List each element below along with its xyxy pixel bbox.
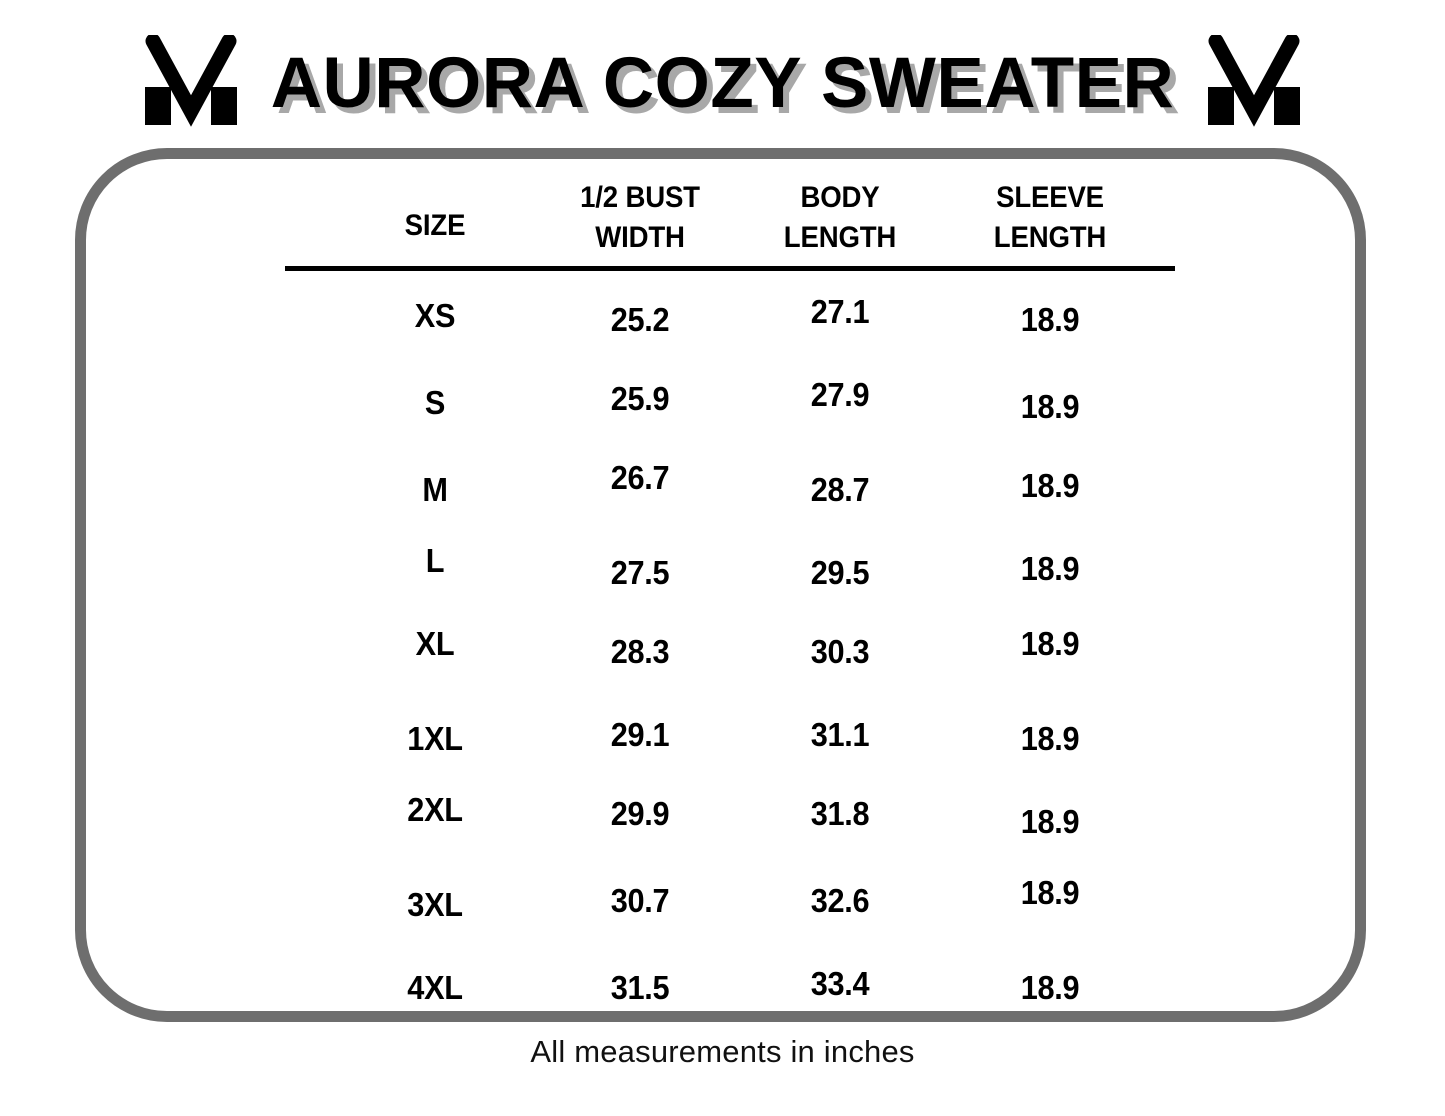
cell-bust: 31.5 — [610, 969, 670, 1006]
cell-body: 28.7 — [810, 471, 870, 508]
column-header-bust-width: 1/2 BUST WIDTH — [525, 178, 755, 258]
cell-bust: 29.9 — [610, 795, 670, 832]
cell-bust: 25.9 — [610, 380, 670, 417]
column-header-body-length-line1: BODY — [800, 181, 880, 214]
measurement-units-note: All measurements in inches — [530, 1034, 915, 1069]
cell-bust: 28.3 — [610, 633, 670, 670]
cell-size: 2XL — [407, 791, 463, 828]
cell-sleeve: 18.9 — [1020, 550, 1080, 587]
table-row: 3XL 30.7 32.6 18.9 — [285, 859, 1175, 942]
table-body: XS 25.2 27.1 18.9 S 25.9 27.9 18.9 M 26.… — [285, 278, 1175, 1025]
cell-bust: 26.7 — [610, 459, 670, 496]
cell-sleeve: 18.9 — [1020, 301, 1080, 338]
cell-body: 30.3 — [810, 633, 870, 670]
cell-sleeve: 18.9 — [1020, 969, 1080, 1006]
header-divider-rule — [285, 266, 1175, 271]
column-header-body-length: BODY LENGTH — [725, 178, 955, 258]
cell-size: M — [422, 471, 448, 508]
table-row: 1XL 29.1 31.1 18.9 — [285, 693, 1175, 776]
column-header-sleeve-length-line2: LENGTH — [993, 221, 1107, 254]
cell-size: L — [425, 542, 445, 579]
cell-sleeve: 18.9 — [1020, 803, 1080, 840]
cell-body: 29.5 — [810, 554, 870, 591]
cell-sleeve: 18.9 — [1020, 625, 1080, 662]
cell-body: 27.1 — [810, 293, 870, 330]
column-header-size: SIZE — [338, 206, 531, 246]
title-bar: AURORA COZY SWEATER — [0, 28, 1445, 138]
table-row: XL 28.3 30.3 18.9 — [285, 610, 1175, 693]
cell-size: 1XL — [407, 720, 463, 757]
cell-sleeve: 18.9 — [1020, 720, 1080, 757]
cell-body: 32.6 — [810, 882, 870, 919]
cell-body: 27.9 — [810, 376, 870, 413]
cell-size: S — [424, 384, 446, 421]
size-chart-panel — [75, 148, 1366, 1022]
table-row: 2XL 29.9 31.8 18.9 — [285, 776, 1175, 859]
cell-bust: 25.2 — [610, 301, 670, 338]
column-header-bust-width-line2: WIDTH — [595, 221, 685, 254]
column-header-sleeve-length-line1: SLEEVE — [996, 181, 1104, 214]
aurora-v-logo-left-icon — [144, 35, 237, 127]
column-header-bust-width-line1: 1/2 BUST — [580, 181, 700, 214]
cell-size: 4XL — [407, 969, 463, 1006]
cell-sleeve: 18.9 — [1020, 467, 1080, 504]
column-header-body-length-line2: LENGTH — [783, 221, 897, 254]
table-row: 4XL 31.5 33.4 18.9 — [285, 942, 1175, 1025]
table-row: M 26.7 28.7 18.9 — [285, 444, 1175, 527]
aurora-v-logo-right-icon — [1208, 35, 1301, 127]
cell-bust: 27.5 — [610, 554, 670, 591]
cell-size: XS — [414, 297, 456, 334]
table-row: L 27.5 29.5 18.9 — [285, 527, 1175, 610]
cell-size: XL — [415, 625, 455, 662]
column-header-size-line1: SIZE — [404, 209, 466, 242]
size-chart-table: SIZE 1/2 BUST WIDTH BODY LENGTH SLEEVE L… — [285, 178, 1175, 1008]
cell-sleeve: 18.9 — [1020, 874, 1080, 911]
table-row: XS 25.2 27.1 18.9 — [285, 278, 1175, 361]
cell-sleeve: 18.9 — [1020, 388, 1080, 425]
cell-bust: 30.7 — [610, 882, 670, 919]
column-header-sleeve-length: SLEEVE LENGTH — [935, 178, 1165, 258]
cell-body: 31.1 — [810, 716, 870, 753]
cell-bust: 29.1 — [610, 716, 670, 753]
table-row: S 25.9 27.9 18.9 — [285, 361, 1175, 444]
cell-body: 31.8 — [810, 795, 870, 832]
cell-size: 3XL — [407, 886, 463, 923]
cell-body: 33.4 — [810, 965, 870, 1002]
table-header-row: SIZE 1/2 BUST WIDTH BODY LENGTH SLEEVE L… — [285, 178, 1175, 263]
page-title: AURORA COZY SWEATER — [270, 43, 1175, 123]
